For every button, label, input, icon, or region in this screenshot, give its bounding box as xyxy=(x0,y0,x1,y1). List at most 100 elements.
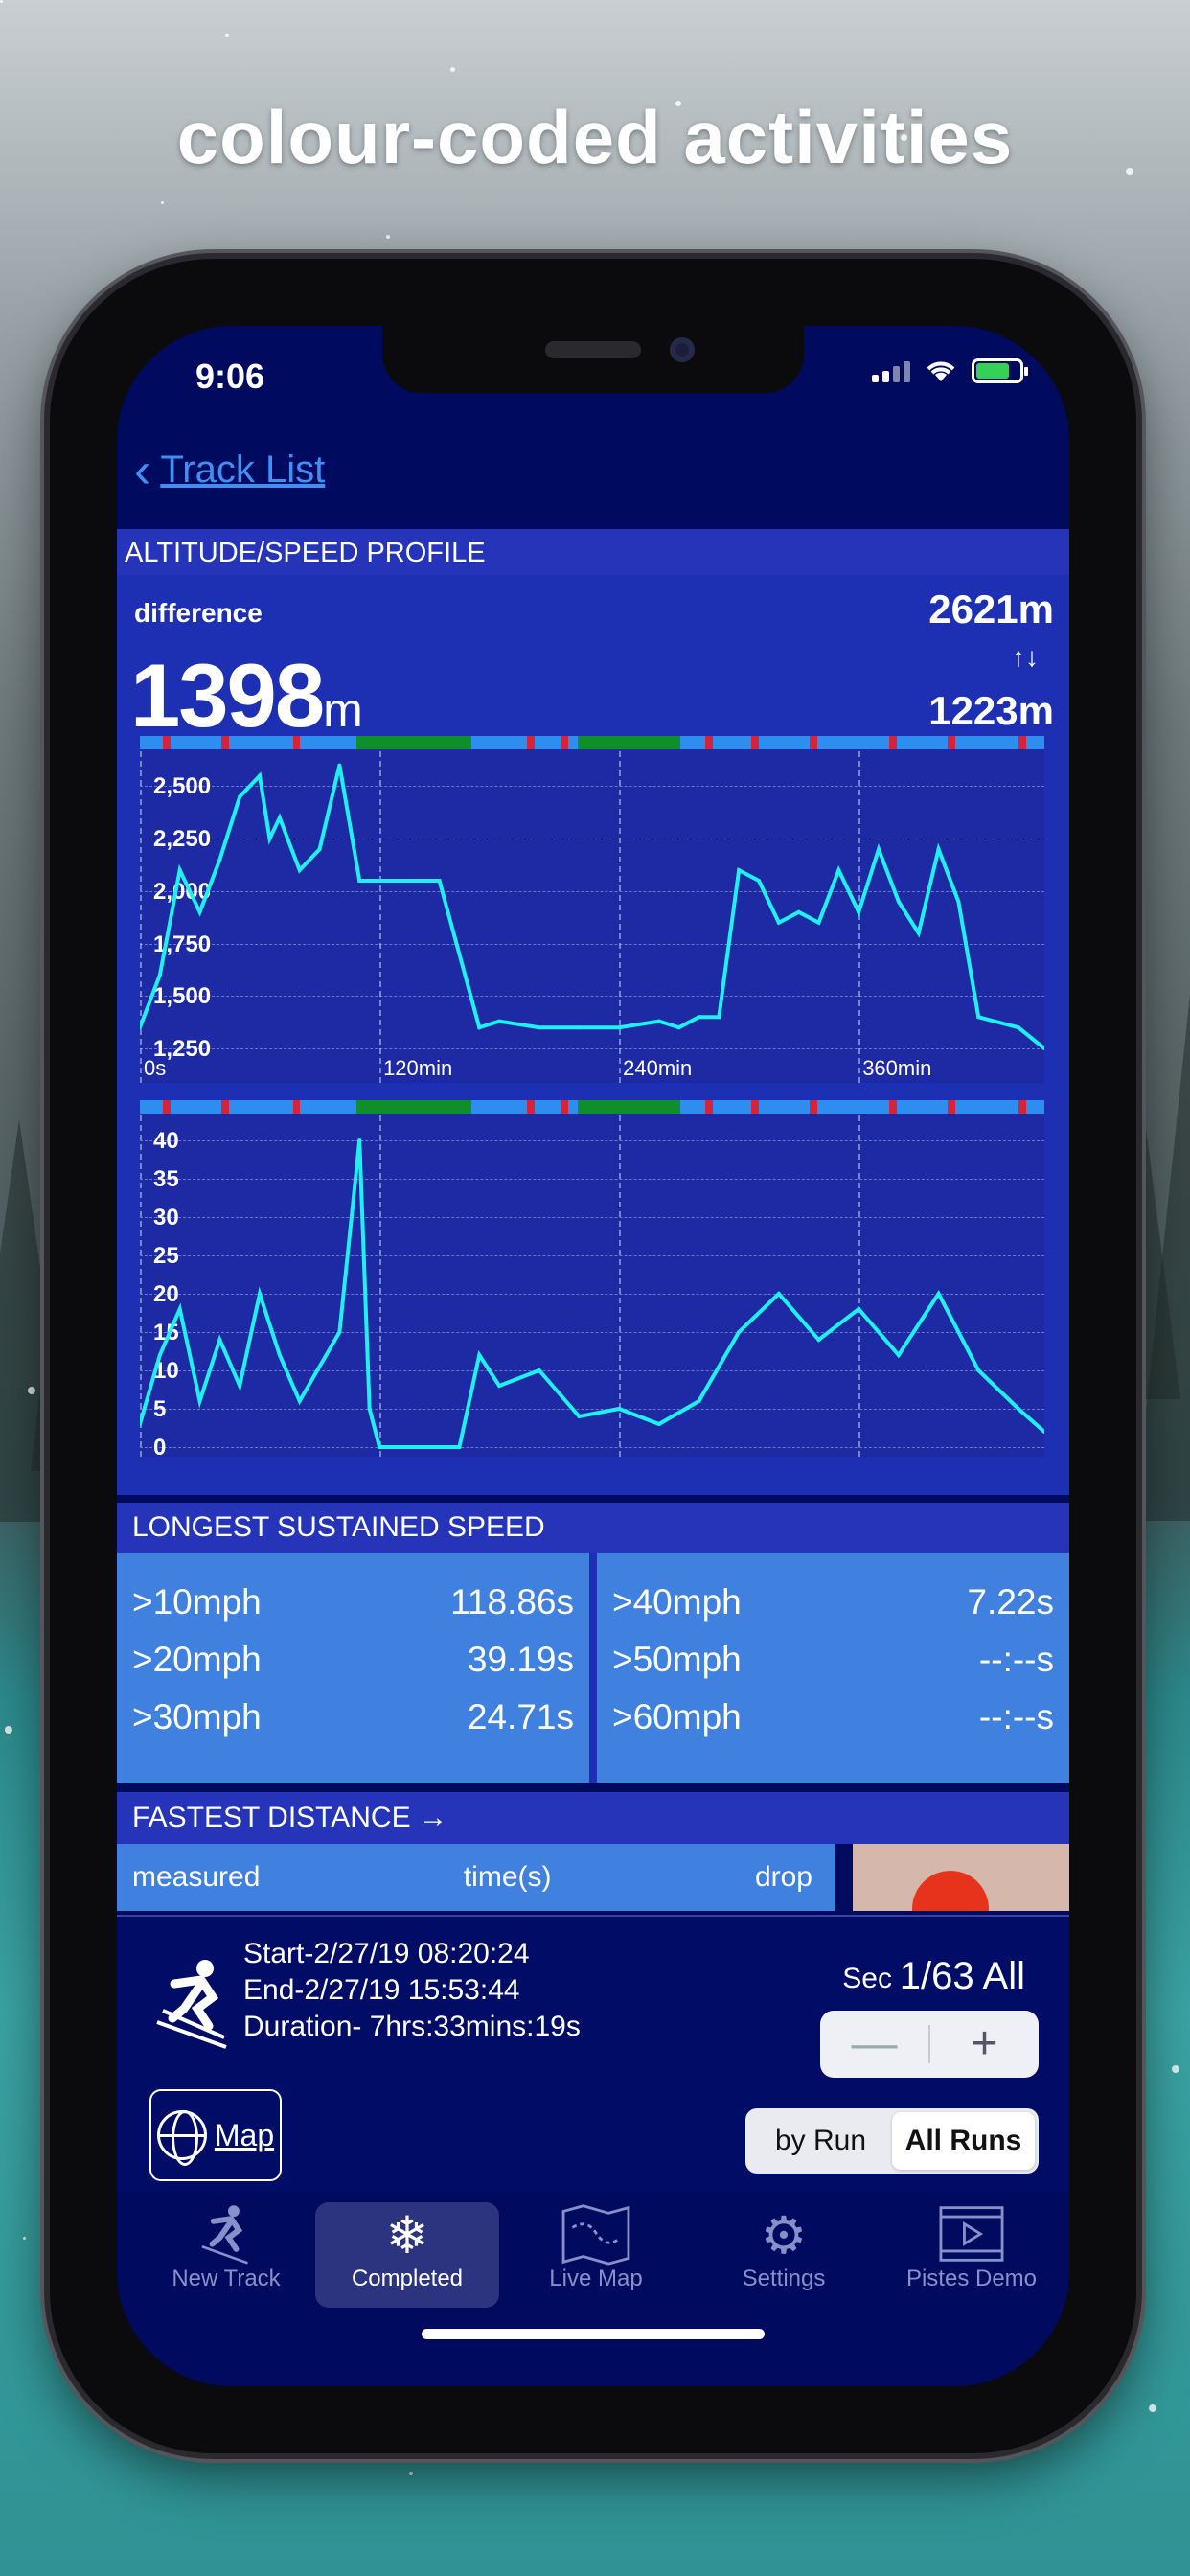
x-tick-label: 0s xyxy=(144,1056,167,1080)
speed-row: >40mph 7.22s xyxy=(612,1574,1054,1631)
up-down-arrows-icon: ↑↓ xyxy=(1012,642,1039,672)
data-point xyxy=(497,1019,502,1024)
difference-value: 1398m xyxy=(130,645,363,746)
speed-threshold: >50mph xyxy=(612,1640,742,1679)
activity-segment xyxy=(170,736,222,749)
activity-color-strip xyxy=(140,1100,1044,1114)
activity-segment xyxy=(759,736,811,749)
time-gridline xyxy=(379,751,382,1083)
speaker xyxy=(545,341,641,358)
activity-segment xyxy=(470,1100,528,1114)
data-point xyxy=(437,878,442,883)
fastest-distance-columns: measured time(s) drop xyxy=(117,1844,835,1911)
activity-segment xyxy=(140,1100,163,1114)
activity-segment xyxy=(221,736,230,749)
data-point xyxy=(238,1384,242,1388)
data-point xyxy=(697,1399,701,1403)
data-point xyxy=(776,1292,781,1296)
data-point xyxy=(836,868,841,873)
speed-duration: --:--s xyxy=(978,1697,1054,1736)
data-point xyxy=(357,1138,362,1142)
speed-row: >50mph --:--s xyxy=(612,1631,1054,1689)
data-point xyxy=(258,1292,263,1296)
series-line xyxy=(140,1139,1044,1449)
activity-segment xyxy=(535,736,561,749)
y-tick-label: 40 xyxy=(153,1128,179,1154)
snowflake-dot xyxy=(1172,2065,1179,2073)
speed-chart[interactable]: 40 35 30 25 20 15 10 5 0 xyxy=(140,1100,1044,1457)
activity-segment xyxy=(578,1100,680,1114)
tab-settings[interactable]: ⚙ Settings xyxy=(692,2202,876,2308)
data-point xyxy=(617,1407,622,1411)
data-point xyxy=(477,1353,482,1357)
gridline xyxy=(140,839,1044,840)
gridline xyxy=(140,1294,1044,1295)
map-button[interactable]: Map xyxy=(149,2089,282,2181)
plus-button[interactable]: + xyxy=(971,2018,998,2069)
gridline xyxy=(140,1179,1044,1180)
section-stepper[interactable]: — + xyxy=(820,2011,1039,2078)
video-thumbnail[interactable] xyxy=(853,1844,1069,1911)
series-line xyxy=(140,765,1044,1050)
speed-threshold: >30mph xyxy=(132,1697,262,1736)
data-point xyxy=(397,1445,401,1449)
activity-segment xyxy=(229,736,293,749)
data-point xyxy=(297,868,302,873)
data-point xyxy=(217,1338,222,1342)
activity-segment xyxy=(355,1100,471,1114)
run-segmented-control[interactable]: by Run All Runs xyxy=(745,2108,1039,2174)
globe-icon xyxy=(156,2110,207,2166)
data-point xyxy=(796,909,801,914)
all-runs-option[interactable]: All Runs xyxy=(892,2112,1035,2170)
back-nav[interactable]: ‹ Track List xyxy=(134,446,325,495)
data-point xyxy=(537,1025,541,1030)
start-time: Start-2/27/19 08:20:24 xyxy=(243,1938,530,1969)
data-point xyxy=(857,909,861,914)
tab-completed[interactable]: ❄ Completed xyxy=(315,2202,499,2308)
data-point xyxy=(457,1445,462,1449)
data-point xyxy=(277,816,282,820)
data-point xyxy=(497,1384,502,1388)
activity-segment xyxy=(888,736,897,749)
snowflake-dot xyxy=(386,235,390,239)
activity-segment xyxy=(713,1100,752,1114)
speed-threshold: >10mph xyxy=(132,1582,262,1622)
column-drop: drop xyxy=(754,1861,812,1893)
activity-segment xyxy=(954,1100,1019,1114)
activity-color-strip xyxy=(140,736,1044,749)
sustained-speed-table: >10mph 118.86s >20mph 39.19s >30mph 24.71s >4… xyxy=(117,1552,1069,1782)
wifi-icon xyxy=(927,361,955,381)
y-tick-label: 5 xyxy=(153,1396,167,1422)
minus-button[interactable]: — xyxy=(851,2018,898,2069)
data-point xyxy=(140,1422,142,1426)
phone-frame: 9:06 ‹ Track List ALTITUDE/SPEED PROFILE… xyxy=(50,259,1136,2453)
data-point xyxy=(857,1307,861,1311)
map-icon xyxy=(561,2204,630,2266)
activity-segment xyxy=(338,1100,356,1114)
camera xyxy=(670,337,695,362)
activity-segment xyxy=(221,1100,230,1114)
speed-duration: 24.71s xyxy=(467,1697,574,1736)
data-point xyxy=(896,1353,901,1357)
snowflake-dot xyxy=(225,34,229,37)
data-point xyxy=(197,909,202,914)
data-point xyxy=(437,1445,442,1449)
speed-threshold: >20mph xyxy=(132,1640,262,1679)
activity-segment xyxy=(888,1100,897,1114)
y-tick-label: 2,250 xyxy=(153,826,212,853)
data-point xyxy=(367,878,372,883)
data-point xyxy=(577,1414,582,1418)
fastest-distance-header[interactable]: FASTEST DISTANCE → xyxy=(117,1792,1069,1844)
sec-label: Sec xyxy=(842,1963,892,1994)
tab-pistes-demo[interactable]: Pistes Demo xyxy=(880,2202,1064,2308)
data-point xyxy=(317,847,322,852)
activity-segment xyxy=(567,1100,579,1114)
by-run-option[interactable]: by Run xyxy=(774,2125,867,2156)
tab-live-map[interactable]: Live Map xyxy=(504,2202,688,2308)
data-point xyxy=(157,973,162,978)
data-point xyxy=(378,878,382,883)
gridline xyxy=(140,1048,1044,1050)
tab-new-track[interactable]: New Track xyxy=(134,2202,318,2308)
altitude-chart[interactable]: 2,500 2,250 2,000 1,750 1,500 1,250 0s 120min 24… xyxy=(140,736,1044,1083)
snowflake-dot xyxy=(1126,168,1133,175)
